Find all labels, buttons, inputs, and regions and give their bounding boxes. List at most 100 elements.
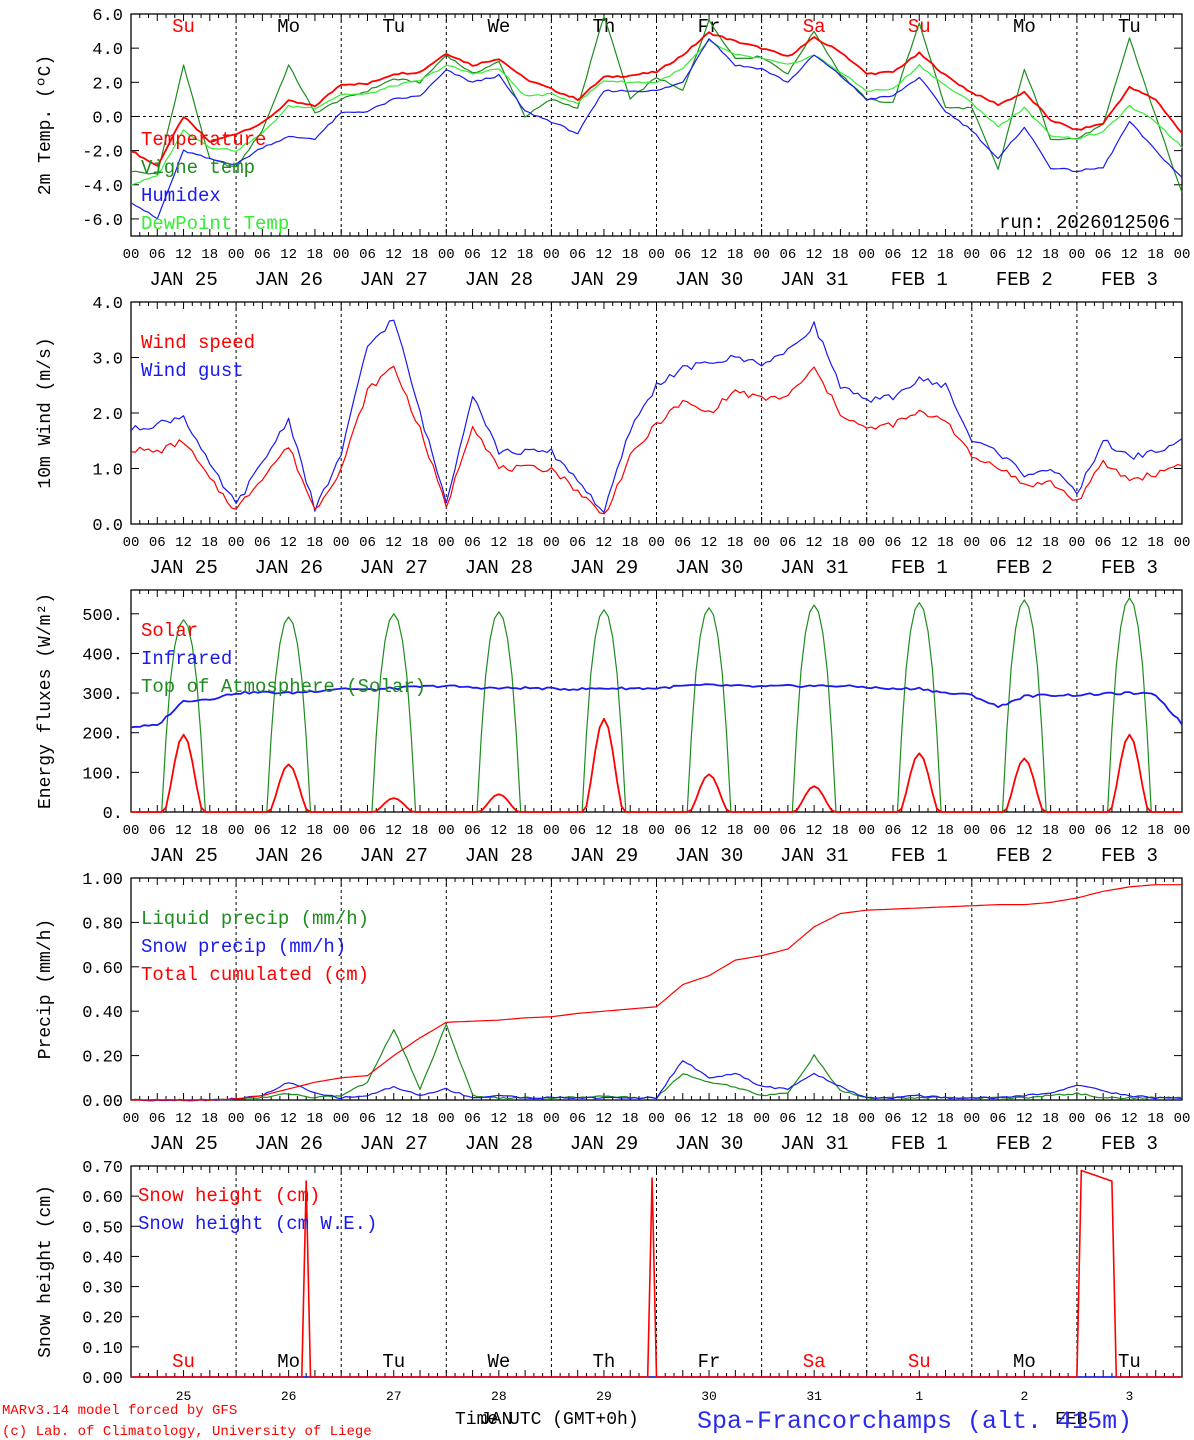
hour-tick-label: 06 — [254, 1111, 271, 1127]
hour-tick-label: 06 — [674, 1111, 691, 1127]
hour-tick-label: 18 — [1042, 1111, 1059, 1127]
y-axis-label: 10m Wind (m/s) — [36, 337, 56, 488]
hour-tick-label: 00 — [228, 823, 245, 839]
hour-tick-label: 06 — [254, 823, 271, 839]
hour-tick-label: 12 — [701, 535, 718, 551]
hour-tick-label: 00 — [858, 535, 875, 551]
station-name: Spa-Francorchamps (alt. 415m) — [697, 1407, 1132, 1436]
hour-tick-label: 06 — [569, 247, 586, 263]
legend-entry: Wind gust — [141, 360, 244, 382]
hour-tick-label: 00 — [438, 1111, 455, 1127]
weekday-label: We — [487, 1351, 510, 1373]
hour-tick-label: 12 — [1016, 1111, 1033, 1127]
legend-entry: Vigne temp — [141, 157, 255, 179]
weekday-label: Tu — [382, 16, 405, 38]
legend-entry: Top of Atmosphere (Solar) — [141, 676, 426, 698]
y-tick-label: 0.50 — [82, 1219, 123, 1238]
hour-tick-label: 00 — [1068, 535, 1085, 551]
hour-tick-label: 00 — [333, 535, 350, 551]
y-tick-label: 0.60 — [82, 1189, 123, 1208]
series-line-snow-precip-mm-h- — [130, 1060, 1183, 1102]
series-line-wind-speed — [130, 365, 1183, 515]
bottom-day-number: 31 — [806, 1389, 822, 1404]
legend-entry: Humidex — [141, 185, 221, 207]
y-tick-label: 100. — [82, 765, 123, 784]
hour-tick-label: 18 — [937, 1111, 954, 1127]
hour-tick-label: 12 — [280, 823, 297, 839]
hour-tick-label: 18 — [1042, 247, 1059, 263]
day-label: FEB 2 — [996, 269, 1053, 291]
hour-tick-label: 12 — [596, 535, 613, 551]
day-label: JAN 30 — [675, 557, 743, 579]
hour-tick-label: 06 — [569, 823, 586, 839]
hour-tick-label: 00 — [648, 1111, 665, 1127]
hour-tick-label: 18 — [832, 823, 849, 839]
hour-tick-label: 00 — [123, 1111, 140, 1127]
hour-tick-label: 00 — [858, 1111, 875, 1127]
day-label: JAN 26 — [254, 1133, 322, 1155]
y-tick-label: 6.0 — [92, 7, 123, 26]
hour-tick-label: 12 — [1121, 1111, 1138, 1127]
y-tick-label: 0.00 — [82, 1370, 123, 1389]
hour-tick-label: 18 — [201, 247, 218, 263]
day-label: JAN 31 — [780, 1133, 848, 1155]
hour-tick-label: 06 — [1095, 1111, 1112, 1127]
hour-tick-label: 12 — [596, 247, 613, 263]
bottom-day-number: 2 — [1020, 1389, 1028, 1404]
weekday-label: Su — [172, 16, 195, 38]
hour-tick-label: 12 — [911, 247, 928, 263]
hour-tick-label: 12 — [1016, 823, 1033, 839]
weekday-label: Tu — [1118, 16, 1141, 38]
series-line-infrared — [130, 683, 1183, 729]
hour-tick-label: 00 — [228, 535, 245, 551]
hour-tick-label: 18 — [937, 823, 954, 839]
day-label: JAN 29 — [570, 1133, 638, 1155]
hour-tick-label: 18 — [517, 535, 534, 551]
day-label: FEB 1 — [891, 557, 948, 579]
y-axis-label: 2m Temp. (ºC) — [36, 55, 56, 195]
hour-tick-label: 12 — [490, 823, 507, 839]
hour-tick-label: 06 — [464, 823, 481, 839]
hour-tick-label: 12 — [806, 247, 823, 263]
hour-tick-label: 18 — [1147, 1111, 1164, 1127]
hour-tick-label: 12 — [385, 247, 402, 263]
hour-tick-label: 18 — [937, 535, 954, 551]
hour-tick-label: 06 — [990, 247, 1007, 263]
hour-tick-label: 06 — [359, 535, 376, 551]
hour-tick-label: 06 — [359, 247, 376, 263]
panels: 6.04.02.00.0-2.0-4.0-6.02m Temp. (ºC)00 0… — [36, 7, 1190, 1404]
hour-tick-label: 06 — [674, 247, 691, 263]
hour-tick-label: 12 — [280, 247, 297, 263]
series-line-temperature — [130, 31, 1183, 167]
hour-tick-label: 12 — [490, 1111, 507, 1127]
hour-tick-label: 12 — [490, 535, 507, 551]
y-tick-label: 0.00 — [82, 1093, 123, 1112]
hour-tick-label: 06 — [254, 247, 271, 263]
hour-tick-label: 18 — [412, 247, 429, 263]
day-label: FEB 2 — [996, 557, 1053, 579]
hour-tick-label: 18 — [201, 823, 218, 839]
bottom-day-number: 29 — [596, 1389, 612, 1404]
hour-tick-label: 18 — [832, 1111, 849, 1127]
hour-tick-label: 18 — [832, 247, 849, 263]
hour-tick-label: 12 — [911, 823, 928, 839]
hour-tick-label: 18 — [1042, 535, 1059, 551]
day-label: JAN 26 — [254, 557, 322, 579]
hour-tick-label: 18 — [412, 535, 429, 551]
hour-tick-label: 00 — [543, 1111, 560, 1127]
hour-tick-label: 12 — [701, 823, 718, 839]
legend-entry: Snow height (cm) — [138, 1185, 320, 1207]
y-axis-label: Precip (mm/h) — [36, 919, 56, 1059]
hour-tick-label: 06 — [885, 535, 902, 551]
y-tick-label: 0.40 — [82, 1004, 123, 1023]
series-group — [130, 319, 1183, 515]
hour-tick-label: 18 — [622, 535, 639, 551]
day-label: JAN 27 — [360, 557, 428, 579]
y-tick-label: 0.20 — [82, 1049, 123, 1068]
hour-tick-label: 00 — [753, 535, 770, 551]
series-line-humidex — [130, 38, 1183, 220]
hour-tick-label: 12 — [806, 823, 823, 839]
y-tick-label: 0.0 — [92, 109, 123, 128]
y-tick-label: 0.10 — [82, 1340, 123, 1359]
hour-tick-label: 00 — [1174, 823, 1191, 839]
